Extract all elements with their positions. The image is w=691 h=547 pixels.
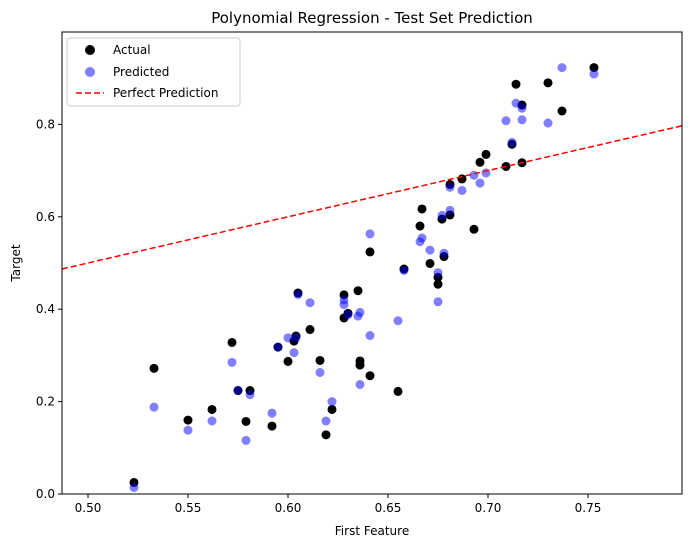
chart-title: Polynomial Regression - Test Set Predict… <box>211 9 533 27</box>
predicted-point <box>393 316 403 326</box>
actual-point <box>481 149 491 159</box>
predicted-point <box>475 178 485 188</box>
actual-point <box>589 63 599 73</box>
predicted-point <box>289 348 299 358</box>
actual-point <box>305 325 315 335</box>
predicted-point <box>517 103 527 113</box>
actual-point <box>353 286 363 296</box>
predicted-point <box>399 265 409 275</box>
predicted-point <box>433 297 443 307</box>
predicted-point <box>543 118 553 128</box>
predicted-point <box>339 295 349 305</box>
legend: Actual Predicted Perfect Prediction <box>66 37 241 107</box>
x-tick-label: 0.75 <box>575 501 602 515</box>
actual-point <box>149 363 159 373</box>
x-tick-label: 0.50 <box>75 501 102 515</box>
predicted-point <box>327 397 337 407</box>
actual-point <box>283 356 293 366</box>
y-tick-label: 0.2 <box>36 395 55 409</box>
predicted-point <box>321 416 331 426</box>
predicted-point <box>437 210 447 220</box>
predicted-point <box>273 342 283 352</box>
actual-point <box>557 106 567 116</box>
legend-predicted-marker <box>85 67 95 77</box>
legend-perfect-label: Perfect Prediction <box>113 86 218 100</box>
predicted-point <box>207 416 217 426</box>
x-tick-label: 0.60 <box>275 501 302 515</box>
legend-actual-marker <box>85 45 95 55</box>
predicted-point <box>267 408 277 418</box>
predicted-point <box>355 307 365 317</box>
actual-point <box>327 404 337 414</box>
predicted-point <box>245 390 255 400</box>
actual-point <box>241 416 251 426</box>
predicted-point <box>315 367 325 377</box>
actual-point <box>433 279 443 289</box>
y-tick-label: 0.6 <box>36 210 55 224</box>
actual-point <box>365 247 375 257</box>
predicted-point <box>457 185 467 195</box>
predicted-point <box>481 168 491 178</box>
legend-actual-label: Actual <box>113 43 151 57</box>
plot-area: 0.50 0.55 0.60 0.65 0.70 0.75 0.0 0.2 0.4 0.6 0.8 <box>36 31 683 515</box>
predicted-point <box>511 98 521 108</box>
predicted-point <box>305 298 315 308</box>
x-tick-label: 0.70 <box>475 501 502 515</box>
predicted-point <box>517 115 527 125</box>
predicted-point <box>365 229 375 239</box>
actual-point <box>393 386 403 396</box>
x-tick-label: 0.65 <box>375 501 402 515</box>
x-tick-label: 0.55 <box>175 501 202 515</box>
actual-point <box>415 221 425 231</box>
perfect-prediction-line <box>62 125 682 270</box>
predicted-point <box>445 205 455 215</box>
actual-point <box>183 415 193 425</box>
legend-predicted-label: Predicted <box>113 65 169 79</box>
actual-point <box>469 224 479 234</box>
axes-frame <box>61 31 683 495</box>
actual-point <box>321 430 331 440</box>
predicted-point <box>365 331 375 341</box>
actual-point <box>511 79 521 89</box>
actual-point <box>417 204 427 214</box>
legend-box <box>66 37 241 107</box>
y-tick-label: 0.8 <box>36 117 55 131</box>
predicted-point <box>183 425 193 435</box>
predicted-point <box>343 310 353 320</box>
actual-point <box>425 258 435 268</box>
predicted-point <box>233 386 243 396</box>
predicted-point <box>227 357 237 367</box>
predicted-point <box>293 289 303 299</box>
predicted-point <box>445 182 455 192</box>
actual-point <box>365 371 375 381</box>
actual-point <box>207 404 217 414</box>
y-tick-label: 0.0 <box>36 487 55 501</box>
predicted-point <box>355 380 365 390</box>
predicted-point <box>149 402 159 412</box>
actual-point <box>267 421 277 431</box>
predicted-point <box>507 137 517 147</box>
predicted-point <box>425 245 435 255</box>
predicted-point <box>501 116 511 126</box>
predicted-point <box>291 333 301 343</box>
actual-point <box>543 78 553 88</box>
predicted-point <box>241 435 251 445</box>
actual-point <box>227 337 237 347</box>
predicted-point <box>439 248 449 258</box>
actual-point <box>315 355 325 365</box>
actual-point <box>475 157 485 167</box>
predicted-point <box>417 233 427 243</box>
actual-point <box>457 174 467 184</box>
y-tick-label: 0.4 <box>36 302 55 316</box>
y-axis-label: Target <box>9 244 23 282</box>
predicted-point <box>557 63 567 73</box>
x-axis-label: First Feature <box>335 524 409 538</box>
actual-point <box>355 360 365 370</box>
predicted-point <box>129 483 139 493</box>
predicted-point <box>433 268 443 278</box>
predicted-point <box>589 69 599 79</box>
predicted-point <box>283 333 293 343</box>
